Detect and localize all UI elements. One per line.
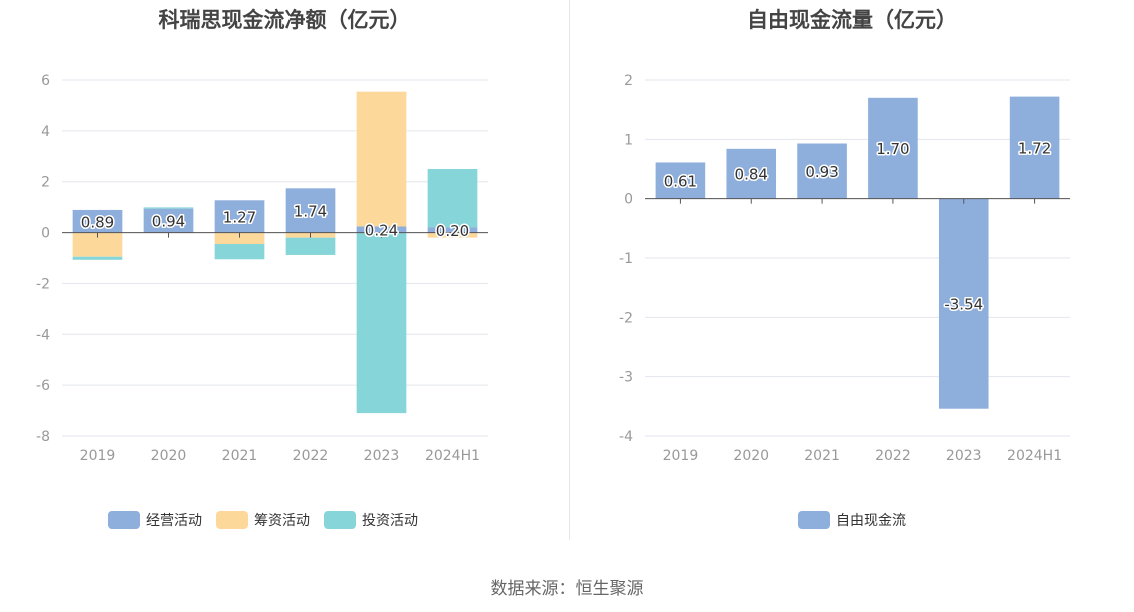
bar bbox=[214, 200, 265, 233]
x-tick-label: 2021 bbox=[804, 448, 840, 464]
legend-label: 投资活动 bbox=[362, 513, 418, 529]
bar bbox=[285, 188, 336, 233]
x-tick-label: 2022 bbox=[875, 448, 911, 464]
legend-item[interactable]: 筹资活动 bbox=[216, 510, 310, 530]
bar bbox=[285, 237, 336, 255]
legend-swatch bbox=[798, 511, 830, 529]
bar bbox=[356, 226, 407, 233]
y-tick-label: -2 bbox=[619, 310, 633, 326]
x-tick-label: 2024H1 bbox=[1007, 448, 1062, 464]
y-tick-label: 2 bbox=[624, 73, 633, 89]
legend-label: 经营活动 bbox=[146, 513, 202, 529]
y-tick-label: 6 bbox=[41, 73, 50, 89]
bar bbox=[726, 148, 777, 199]
bar bbox=[1009, 96, 1060, 199]
data-label: 0.20 bbox=[436, 222, 469, 240]
x-tick-label: 2019 bbox=[80, 448, 116, 464]
bar bbox=[143, 208, 194, 233]
legend-swatch bbox=[324, 511, 356, 529]
data-label: 1.27 bbox=[223, 208, 256, 226]
right-chart-legend: 自由现金流 bbox=[798, 510, 906, 530]
right-chart-svg: 2 1 0 -1 -2 -3 -4 2019 2020 2021 2022 2023 2024H1 0.6… bbox=[619, 73, 1070, 464]
legend-item[interactable]: 投资活动 bbox=[324, 510, 418, 530]
legend-label: 自由现金流 bbox=[836, 513, 906, 529]
data-label: 1.72 bbox=[1018, 140, 1051, 158]
x-tick-label: 2021 bbox=[222, 448, 258, 464]
data-label: 0.93 bbox=[805, 163, 838, 181]
x-tick-label: 2024H1 bbox=[425, 448, 480, 464]
y-tick-label: -4 bbox=[619, 429, 633, 445]
y-tick-label: 0 bbox=[624, 192, 633, 208]
left-chart-svg: 6 4 2 0 -2 -4 -6 -8 2019 2020 2021 2022 2023 2024H1 0.… bbox=[36, 73, 488, 464]
x-tick-label: 2023 bbox=[946, 448, 982, 464]
legend-item[interactable]: 经营活动 bbox=[108, 510, 202, 530]
data-label: 0.89 bbox=[81, 213, 114, 231]
y-tick-label: -4 bbox=[36, 327, 50, 343]
data-label: 0.61 bbox=[664, 173, 697, 191]
left-chart-title: 科瑞思现金流净额（亿元） bbox=[158, 8, 411, 32]
data-label: 0.24 bbox=[365, 222, 398, 240]
y-tick-label: 4 bbox=[41, 124, 50, 140]
x-tick-label: 2020 bbox=[151, 448, 187, 464]
data-source-note: 数据来源：恒生聚源 bbox=[490, 579, 644, 599]
bar bbox=[797, 143, 847, 199]
y-tick-label: -8 bbox=[36, 429, 50, 445]
y-tick-label: 1 bbox=[624, 132, 633, 148]
y-tick-label: -6 bbox=[36, 378, 50, 394]
x-tick-label: 2019 bbox=[663, 448, 699, 464]
x-tick-label: 2022 bbox=[293, 448, 329, 464]
panel-divider bbox=[569, 0, 570, 540]
y-tick-label: 2 bbox=[41, 175, 50, 191]
bar bbox=[356, 91, 407, 227]
legend-item[interactable]: 自由现金流 bbox=[798, 510, 906, 530]
x-tick-label: 2023 bbox=[364, 448, 400, 464]
right-chart-title: 自由现金流量（亿元） bbox=[747, 8, 957, 32]
bar bbox=[72, 209, 123, 233]
data-label: 0.84 bbox=[735, 166, 768, 184]
y-tick-label: -2 bbox=[36, 276, 50, 292]
left-chart-legend: 经营活动 筹资活动 投资活动 bbox=[108, 510, 418, 530]
bar bbox=[938, 198, 989, 409]
y-tick-label: -3 bbox=[619, 370, 633, 386]
bar bbox=[72, 256, 123, 260]
data-label: 1.74 bbox=[294, 202, 327, 220]
bar bbox=[655, 162, 706, 199]
bar bbox=[356, 232, 407, 414]
right-chart-panel: 自由现金流量（亿元） 2 1 0 -1 -2 -3 -4 2019 2020 2021 2022 20… bbox=[570, 0, 1134, 540]
bar bbox=[214, 232, 265, 245]
bar bbox=[143, 207, 194, 209]
y-tick-label: -1 bbox=[619, 251, 633, 267]
legend-swatch bbox=[216, 511, 248, 529]
legend-label: 筹资活动 bbox=[254, 513, 310, 529]
bar bbox=[868, 97, 918, 199]
data-label: -3.54 bbox=[944, 296, 983, 314]
y-tick-label: 0 bbox=[41, 226, 50, 242]
bar bbox=[214, 244, 265, 260]
legend-swatch bbox=[108, 511, 140, 529]
bar bbox=[427, 169, 478, 228]
x-tick-label: 2020 bbox=[733, 448, 769, 464]
left-chart-panel: 科瑞思现金流净额（亿元） 6 4 2 0 -2 -4 -6 -8 2019 2020 2021 202… bbox=[0, 0, 569, 540]
bar bbox=[427, 227, 478, 233]
data-label: 1.70 bbox=[876, 140, 909, 158]
data-label: 0.94 bbox=[152, 213, 185, 231]
